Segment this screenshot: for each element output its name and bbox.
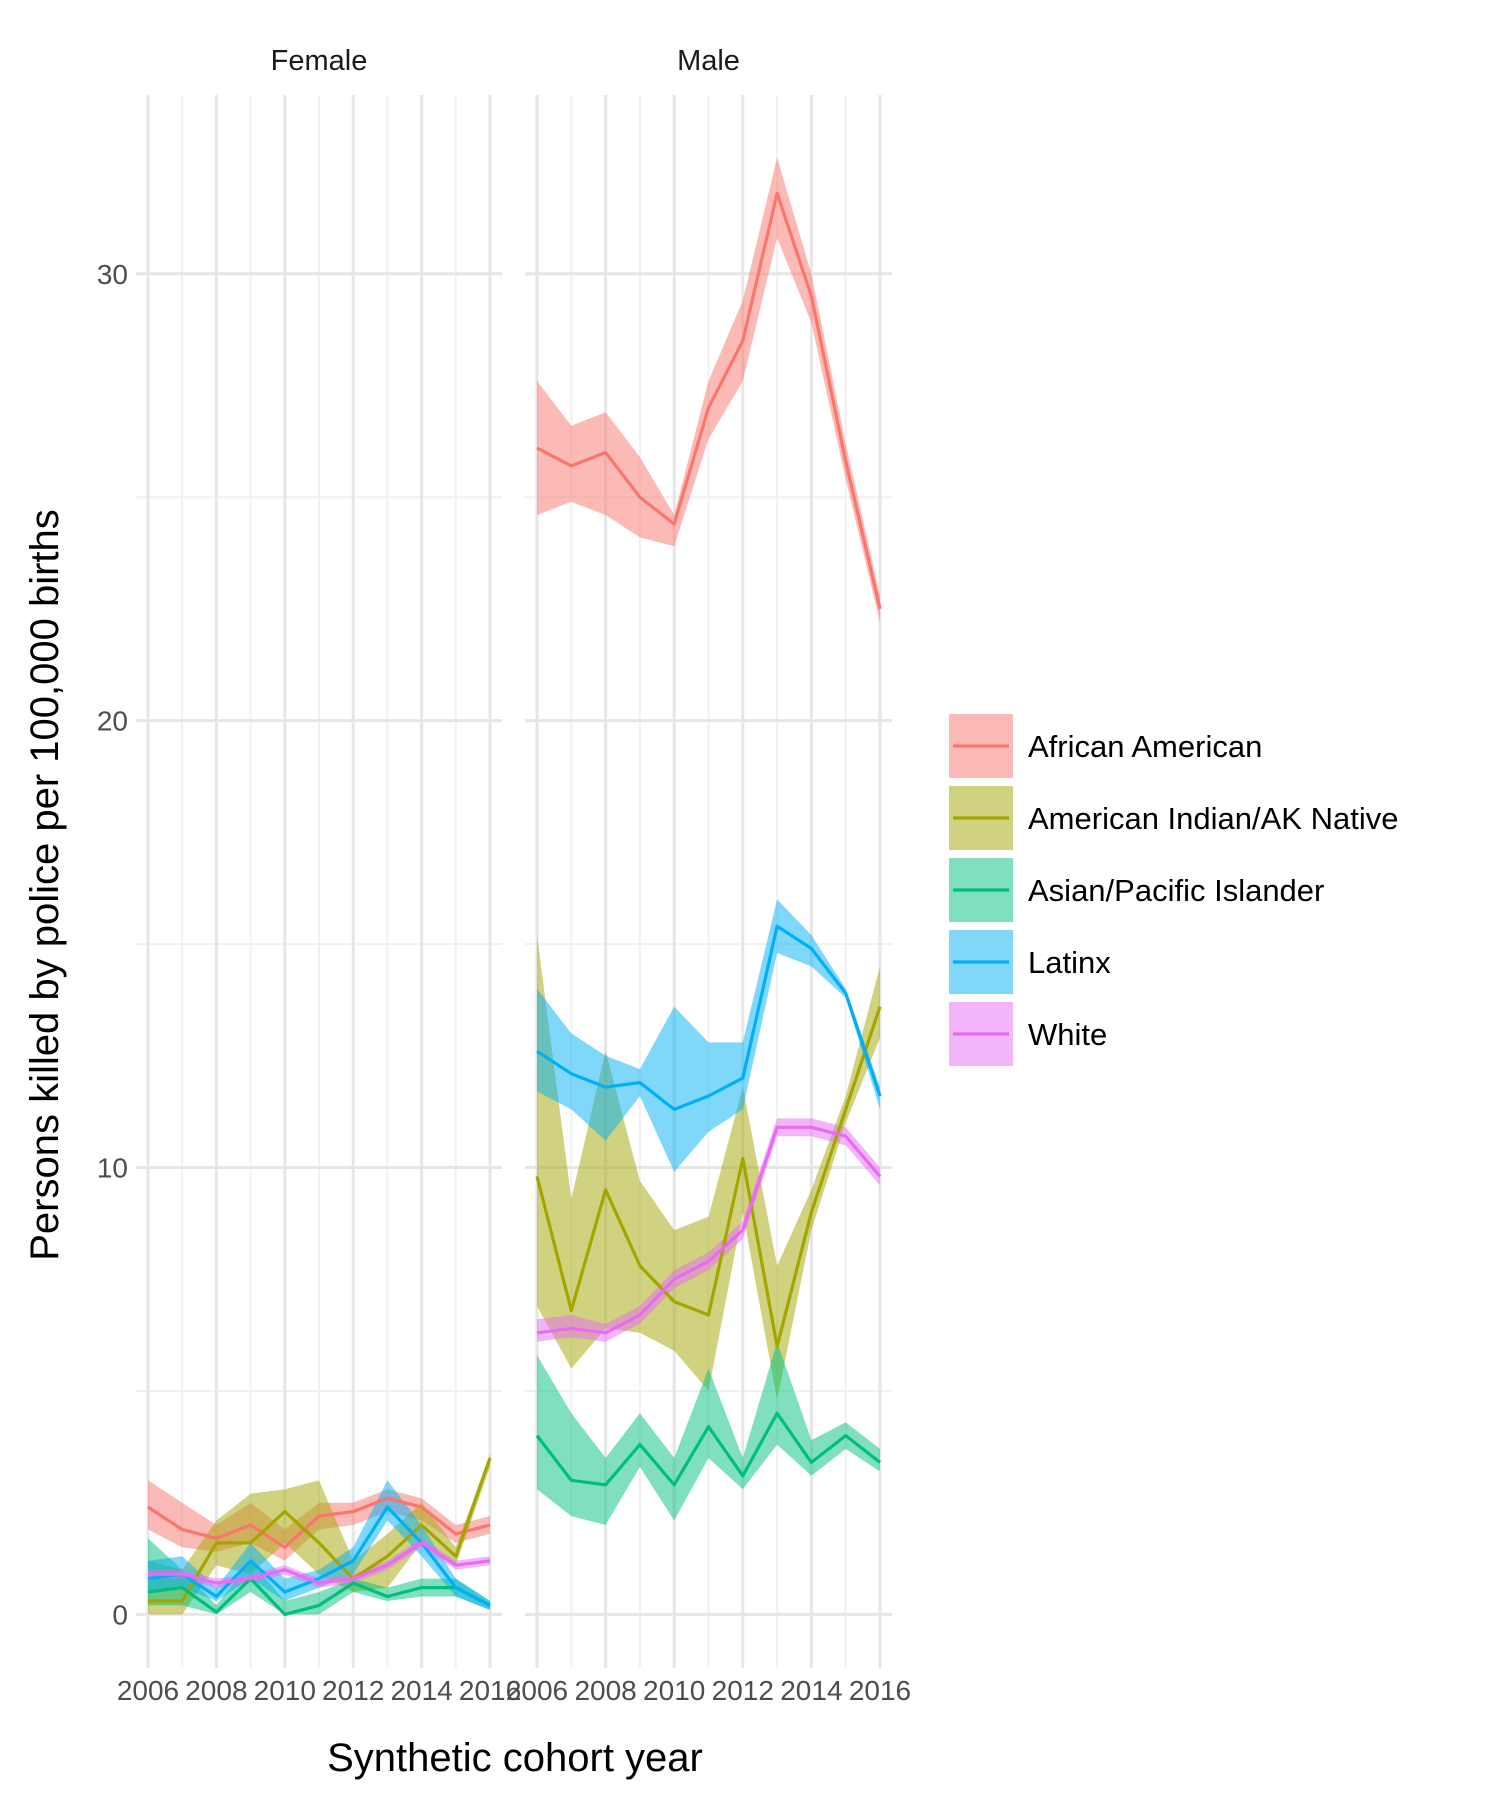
ribbon-male-asian-pacific-islander <box>537 1341 880 1525</box>
series-line-male-latinx <box>536 924 882 1112</box>
series-line-male-american-indian-ak-native <box>535 1006 882 1348</box>
panel-title-male: Male <box>677 45 740 77</box>
panel-male: Male 2006 2008 2010 2012 2014 2016 <box>506 45 911 1706</box>
y-tick-label: 10 <box>97 1153 128 1184</box>
x-axis-title: Synthetic cohort year <box>327 1736 703 1780</box>
series-line-female-african-american <box>147 1496 491 1549</box>
legend-label: White <box>1028 1017 1107 1052</box>
y-tick-label: 20 <box>97 706 128 737</box>
ribbon-female-american-indian-ak-native <box>148 1453 490 1615</box>
panel-female: Female 2006 2008 2010 2012 2014 2016 <box>117 45 521 1706</box>
legend-label: Latinx <box>1028 945 1111 980</box>
panel-title-female: Female <box>271 45 368 77</box>
y-axis-title: Persons killed by police per 100,000 bir… <box>23 509 67 1261</box>
y-axis: 0 10 20 30 <box>97 259 128 1631</box>
legend-item-white: White <box>949 1002 1107 1066</box>
legend-label: African American <box>1028 729 1262 764</box>
legend-item-latinx: Latinx <box>949 930 1111 994</box>
ribbon-male-african-american <box>537 157 880 623</box>
x-tick-label: 2008 <box>185 1675 247 1706</box>
series-line-female-white <box>148 1541 491 1585</box>
y-tick-label: 0 <box>112 1599 128 1630</box>
legend-item-african-american: African American <box>949 714 1262 778</box>
x-tick-label: 2014 <box>780 1675 842 1706</box>
x-tick-label: 2010 <box>254 1675 316 1706</box>
legend-item-asian-pacific-islander: Asian/Pacific Islander <box>949 858 1324 922</box>
legend-label: Asian/Pacific Islander <box>1028 873 1324 908</box>
x-tick-label: 2006 <box>506 1675 568 1706</box>
series-line-male-white <box>536 1125 882 1335</box>
ribbon-female-white <box>148 1538 490 1588</box>
series-line-male-african-american <box>536 191 882 610</box>
x-tick-label: 2016 <box>849 1675 911 1706</box>
series-line-female-american-indian-ak-native <box>148 1457 492 1603</box>
x-tick-label: 2008 <box>574 1675 636 1706</box>
y-tick-label: 30 <box>97 259 128 290</box>
x-tick-label: 2014 <box>390 1675 452 1706</box>
x-tick-label: 2016 <box>459 1675 521 1706</box>
x-tick-label: 2012 <box>322 1675 384 1706</box>
legend: African American American Indian/AK Nativ… <box>949 714 1398 1066</box>
legend-item-american-indian-ak-native: American Indian/AK Native <box>949 786 1398 850</box>
series-line-female-asian-pacific-islander <box>147 1576 491 1617</box>
legend-label: American Indian/AK Native <box>1028 801 1398 836</box>
x-tick-label: 2010 <box>643 1675 705 1706</box>
ribbon-male-white <box>537 1118 880 1342</box>
series-line-female-latinx <box>147 1505 491 1607</box>
x-tick-label: 2012 <box>712 1675 774 1706</box>
series-line-male-asian-pacific-islander <box>535 1411 881 1487</box>
ribbon-male-latinx <box>537 899 880 1172</box>
x-tick-label: 2006 <box>117 1675 179 1706</box>
